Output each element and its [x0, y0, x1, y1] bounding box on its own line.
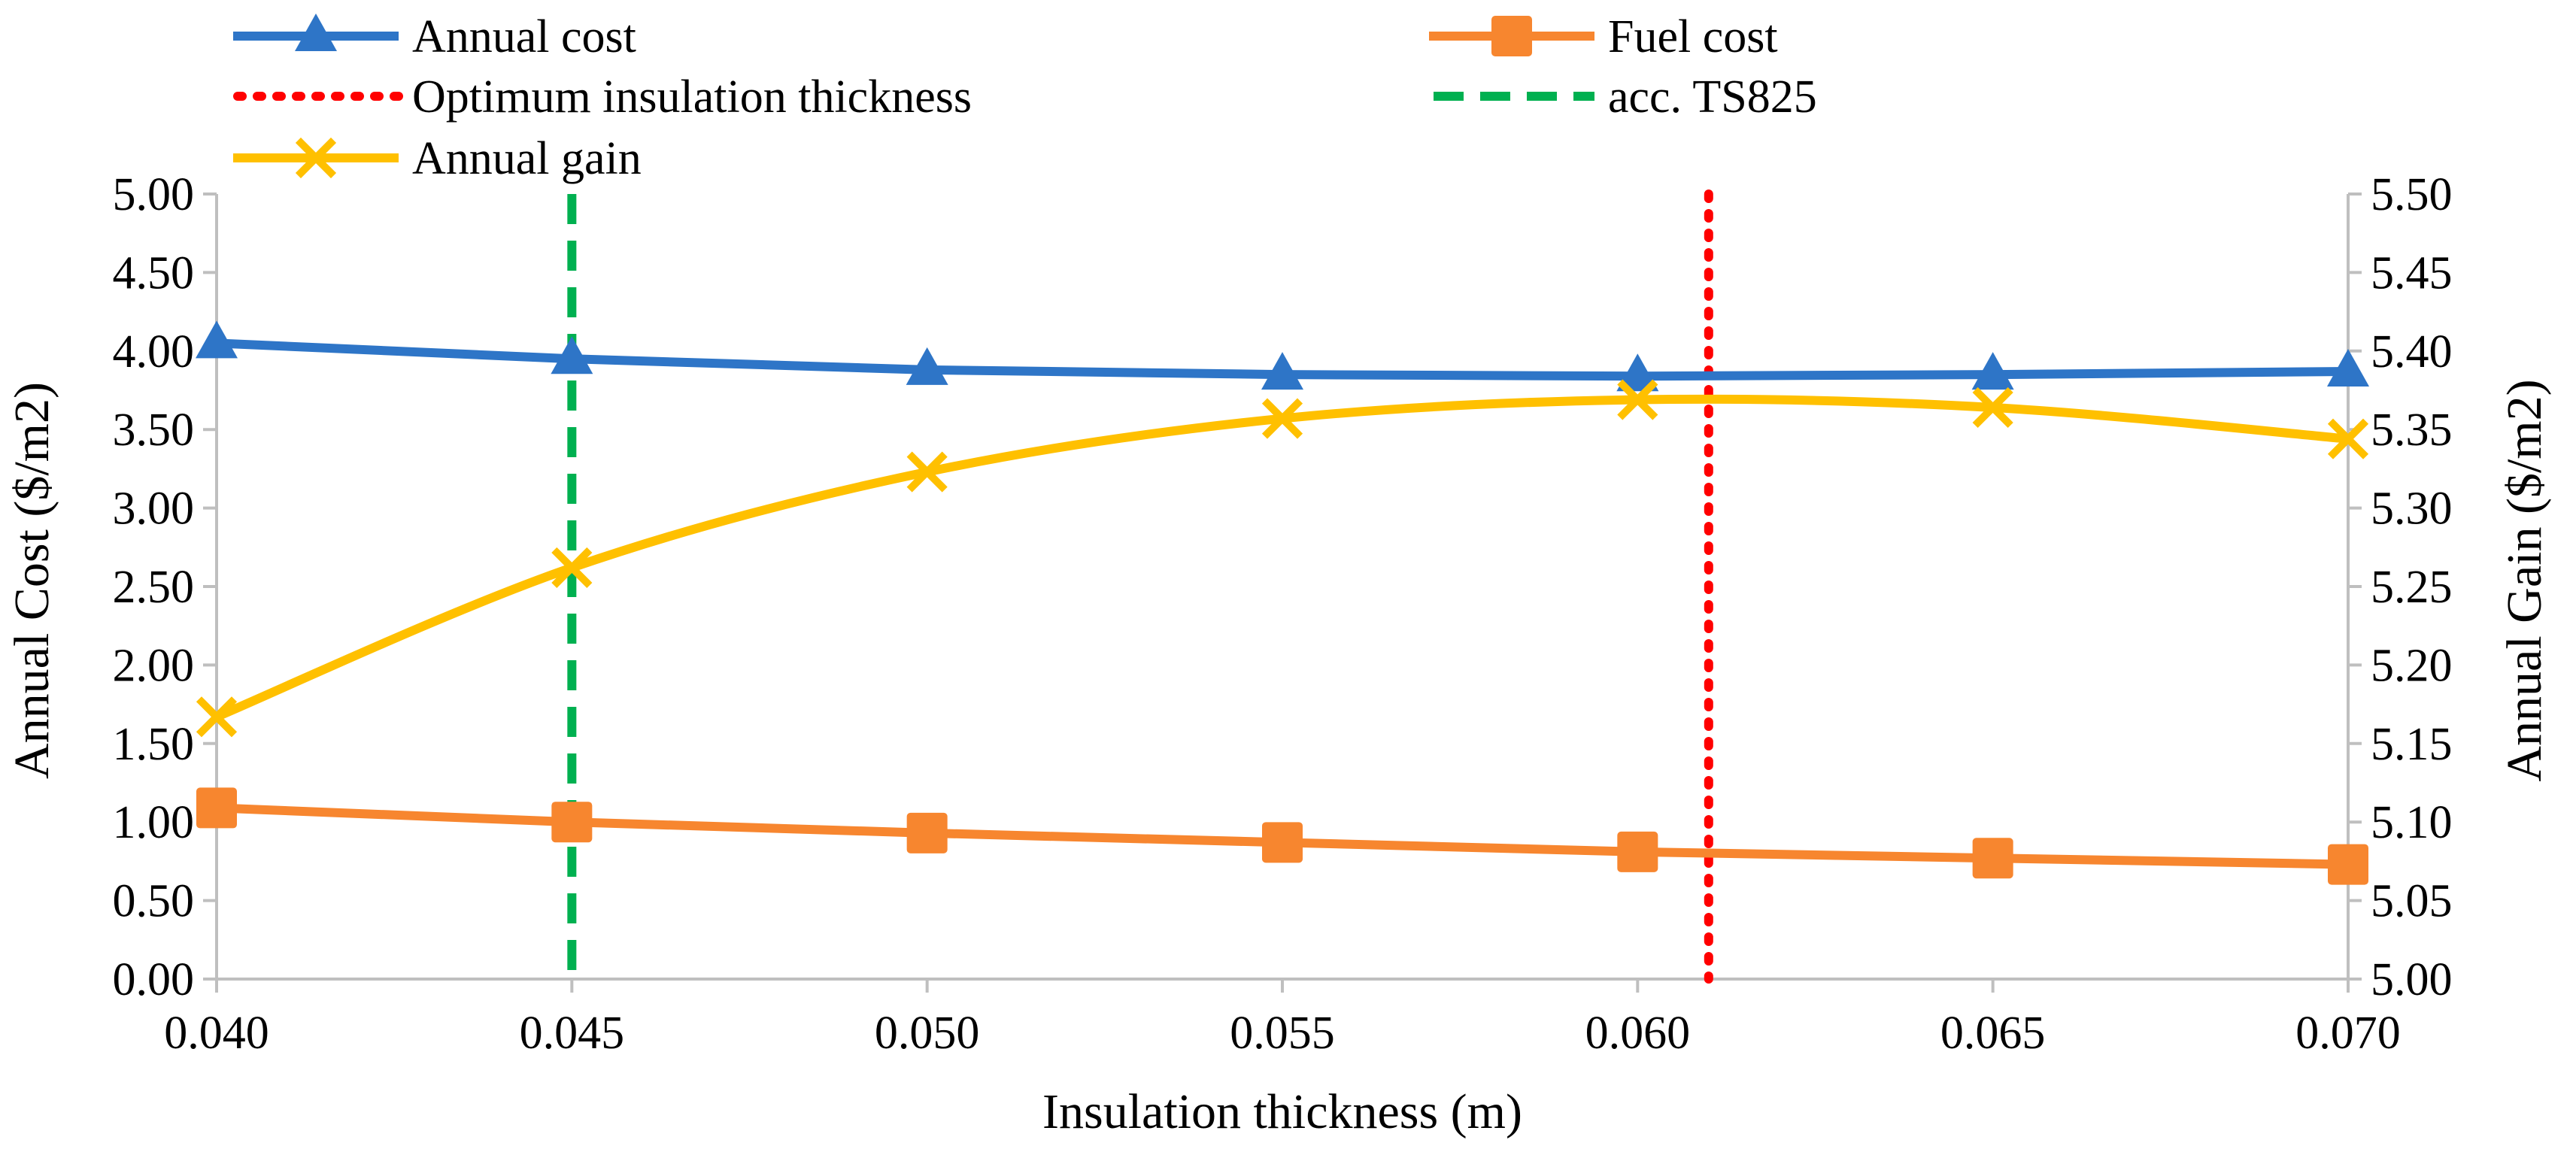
series-group: [196, 320, 2369, 885]
series-line-annual-gain: [212, 394, 2353, 722]
y-tick-label-right: 5.00: [2371, 954, 2453, 1005]
legend-marker-fuel-cost: [1491, 16, 1532, 56]
data-point-fuel-cost: [551, 802, 593, 843]
x-tick-label: 0.055: [1230, 1008, 1335, 1059]
reference-lines: [567, 189, 1713, 984]
data-point-annual-cost: [551, 336, 593, 374]
y-tick-label-left: 2.50: [113, 562, 195, 613]
data-point-annual-cost: [906, 347, 948, 385]
y-tick-label-right: 5.05: [2371, 876, 2453, 927]
data-point-fuel-cost: [2328, 844, 2368, 885]
data-point-annual-gain: [196, 696, 238, 738]
data-point-fuel-cost: [1617, 831, 1658, 872]
y-tick-label-right: 5.10: [2371, 797, 2453, 848]
data-point-annual-gain: [906, 451, 948, 493]
data-point-annual-gain: [2327, 418, 2369, 459]
tick-labels: 0.00 5.00 0.50 5.05 1.00 5.10 1.50 5.15 2.00 5.20…: [113, 169, 2453, 1059]
y-tick-label-right: 5.20: [2371, 640, 2453, 691]
y-tick-label-left: 0.00: [113, 954, 195, 1005]
x-axis-title: Insulation thickness (m): [1042, 1084, 1522, 1139]
y-tick-label-left: 1.00: [113, 797, 195, 848]
y-tick-label-left: 1.50: [113, 719, 195, 770]
x-tick-label: 0.065: [1940, 1008, 2046, 1059]
legend-marker-annual-gain: [295, 137, 337, 179]
data-point-annual-gain: [1261, 398, 1303, 439]
y-tick-label-left: 0.50: [113, 876, 195, 927]
x-tick-label: 0.050: [875, 1008, 980, 1059]
data-point-fuel-cost: [906, 812, 948, 853]
x-tick-label: 0.070: [2295, 1008, 2401, 1059]
legend-marker-annual-cost: [295, 14, 337, 51]
y-tick-label-right: 5.30: [2371, 484, 2453, 535]
y-axis-title-right: Annual Gain ($/m2): [2497, 379, 2552, 781]
data-point-fuel-cost: [196, 787, 237, 829]
data-point-annual-cost: [1261, 352, 1303, 390]
legend-label-annual-gain: Annual gain: [412, 133, 642, 184]
data-point-annual-cost: [1971, 352, 2014, 390]
data-point-fuel-cost: [1972, 838, 2013, 879]
legend-label-annual-cost: Annual cost: [412, 11, 636, 62]
y-tick-label-left: 3.00: [113, 484, 195, 535]
y-tick-label-left: 4.00: [113, 326, 195, 377]
legend: Annual cost Fuel cost Optimum insulation t…: [233, 11, 1817, 184]
data-point-annual-cost: [196, 320, 238, 359]
data-point-annual-gain: [1972, 387, 2013, 429]
y-tick-label-left: 4.50: [113, 247, 195, 299]
axes: [203, 193, 2362, 993]
y-tick-label-left: 5.00: [113, 169, 195, 220]
x-tick-label: 0.045: [520, 1008, 625, 1059]
data-point-annual-cost: [1616, 353, 1659, 392]
legend-label-optimum-insulation-thickness: Optimum insulation thickness: [412, 71, 972, 123]
y-tick-label-right: 5.40: [2371, 326, 2453, 377]
data-point-fuel-cost: [1262, 822, 1303, 863]
legend-label-acc-ts825: acc. TS825: [1608, 71, 1817, 123]
y-tick-label-right: 5.25: [2371, 562, 2453, 613]
y-tick-label-left: 3.50: [113, 405, 195, 456]
data-point-annual-gain: [1617, 379, 1658, 420]
data-point-annual-cost: [2327, 348, 2369, 387]
legend-label-fuel-cost: Fuel cost: [1608, 11, 1778, 62]
y-tick-label-right: 5.50: [2371, 169, 2453, 220]
x-tick-label: 0.060: [1585, 1008, 1691, 1059]
y-tick-label-right: 5.35: [2371, 405, 2453, 456]
data-point-annual-gain: [551, 547, 593, 589]
y-axis-title-left: Annual Cost ($/m2): [5, 382, 59, 779]
y-tick-label-right: 5.45: [2371, 247, 2453, 299]
y-tick-label-left: 2.00: [113, 640, 195, 691]
y-tick-label-right: 5.15: [2371, 719, 2453, 770]
x-tick-label: 0.040: [164, 1008, 269, 1059]
